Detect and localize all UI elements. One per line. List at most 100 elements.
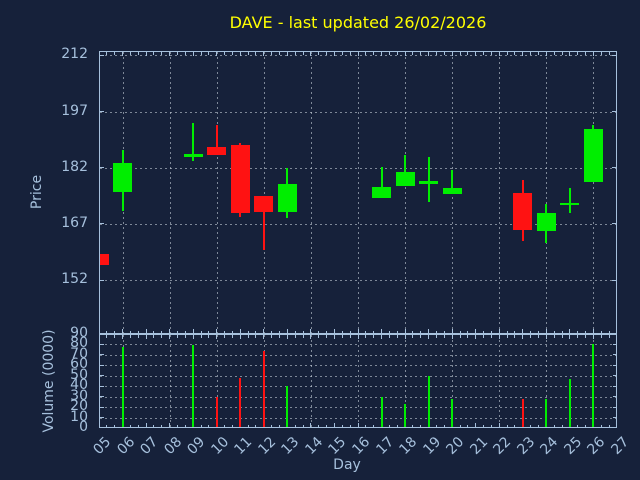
volume-bar-day-18 [404,403,407,427]
volume-tick-label: 20 [70,398,88,415]
day-gridline [169,335,171,427]
x-tick-mark [239,335,241,339]
candle-body-day-20 [442,188,462,194]
x-minor-tick-mark [435,52,437,55]
x-minor-tick-mark [490,335,492,338]
x-minor-tick-mark [271,335,273,338]
x-minor-tick-mark [176,335,178,338]
x-minor-tick-mark [459,335,461,338]
x-minor-tick-mark [176,52,178,55]
x-minor-tick-mark [176,330,178,333]
x-minor-tick-mark [294,424,296,427]
x-minor-tick-mark [153,335,155,338]
x-minor-tick-mark [224,424,226,427]
x-tick-mark [192,335,194,339]
x-minor-tick-mark [483,424,485,427]
price-panel [99,51,617,334]
x-minor-tick-mark [577,424,579,427]
x-tick-mark [357,335,359,339]
volume-bar-day-19 [427,375,430,427]
x-minor-tick-mark [443,335,445,338]
x-minor-tick-mark [600,52,602,55]
x-minor-tick-mark [106,330,108,333]
x-minor-tick-mark [412,424,414,427]
x-tick-mark [122,335,124,339]
x-tick-mark [592,335,594,339]
x-minor-tick-mark [341,335,343,338]
price-tick-mark [612,223,616,225]
x-tick-mark [569,329,571,333]
x-minor-tick-mark [247,330,249,333]
x-minor-tick-mark [561,335,563,338]
x-axis-label: Day [333,457,361,473]
x-minor-tick-mark [129,424,131,427]
candle-wick [568,188,571,213]
candle-body-day-23 [513,192,533,230]
x-tick-mark [617,335,618,339]
x-minor-tick-mark [326,52,328,55]
x-minor-tick-mark [137,330,139,333]
x-tick-mark [333,329,335,333]
x-minor-tick-mark [200,52,202,55]
x-minor-tick-mark [271,52,273,55]
x-tick-mark [498,52,500,56]
volume-tick-mark [100,406,104,408]
x-tick-mark [122,52,124,56]
x-minor-tick-mark [341,52,343,55]
x-tick-mark [381,329,383,333]
x-minor-tick-mark [585,52,587,55]
day-gridline [405,52,407,333]
x-minor-tick-mark [420,424,422,427]
chart-title: DAVE - last updated 26/02/2026 [229,13,487,32]
volume-tick-label: 0 [79,419,88,435]
x-minor-tick-mark [279,52,280,55]
x-minor-tick-mark [608,335,610,338]
x-minor-tick-mark [106,52,108,55]
price-tick-label: 197 [61,102,88,119]
candle-body-day-9 [183,154,203,157]
candle-wick [215,125,218,156]
x-minor-tick-mark [459,424,461,427]
x-minor-tick-mark [514,424,516,427]
x-tick-mark [239,329,241,333]
x-tick-mark [522,335,524,339]
x-minor-tick-mark [396,424,398,427]
x-minor-tick-mark [435,335,437,338]
volume-bar-day-25 [568,378,571,427]
x-minor-tick-mark [208,52,210,55]
x-minor-tick-mark [161,330,163,333]
x-tick-mark [286,329,288,333]
x-tick-mark [617,329,618,333]
x-minor-tick-mark [279,335,280,338]
price-tick-mark [100,279,104,281]
x-minor-tick-mark [200,330,202,333]
volume-tick-mark [612,354,616,356]
x-minor-tick-mark [302,330,304,333]
x-tick-mark [592,329,594,333]
x-minor-tick-mark [279,330,280,333]
candle-wick [380,167,383,199]
x-minor-tick-mark [459,52,461,55]
x-tick-mark [428,329,430,333]
volume-tick-mark [612,375,616,377]
x-tick-mark [451,335,453,339]
x-minor-tick-mark [600,335,602,338]
x-tick-mark [286,335,288,339]
x-tick-mark [122,329,124,333]
x-tick-mark [192,52,194,56]
volume-tick-mark [612,385,616,387]
x-minor-tick-mark [506,424,508,427]
x-minor-tick-mark [600,330,602,333]
x-minor-tick-mark [443,52,445,55]
x-tick-mark [475,329,477,333]
volume-bar-day-24 [545,398,548,427]
x-minor-tick-mark [271,424,273,427]
day-gridline [452,335,454,427]
x-minor-tick-mark [396,330,398,333]
x-tick-mark [145,423,147,427]
x-minor-tick-mark [538,424,539,427]
x-minor-tick-mark [577,330,579,333]
volume-tick-mark [100,396,104,398]
x-tick-mark [451,329,453,333]
price-tick-label: 212 [61,46,88,63]
